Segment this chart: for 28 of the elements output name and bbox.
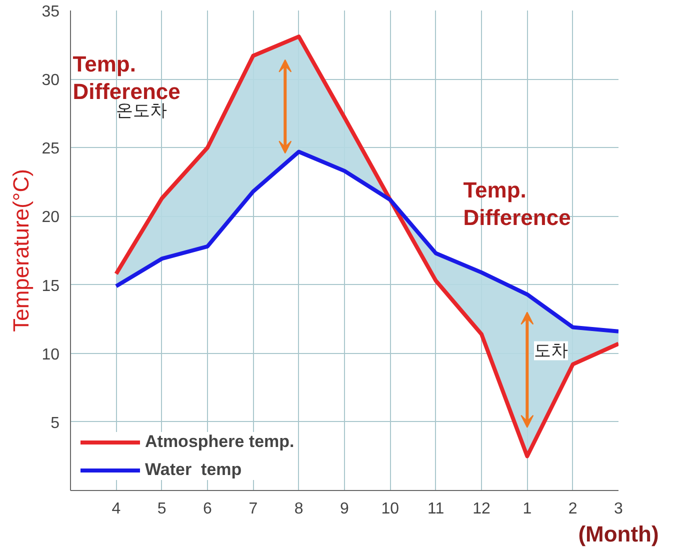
- y-tick-label: 30: [42, 72, 60, 90]
- legend-label: Water temp: [145, 460, 242, 480]
- x-tick-label: 3: [614, 500, 624, 518]
- x-tick-label: 5: [157, 500, 166, 518]
- y-axis-title: Temperature(°C): [8, 169, 34, 332]
- x-tick-label: 6: [203, 500, 212, 518]
- y-tick-label: 15: [42, 278, 60, 295]
- annotation: Temp. Difference: [463, 178, 571, 230]
- y-tick-label: 5: [50, 414, 60, 432]
- x-tick-label: 11: [428, 500, 444, 518]
- x-tick-label: 12: [472, 500, 490, 518]
- line-series: [114, 150, 618, 334]
- x-axis-title: (Month): [578, 522, 659, 546]
- annotation: Temp. Difference: [72, 51, 180, 104]
- x-tick-label: 1: [522, 500, 532, 518]
- x-tick-label: 7: [248, 500, 258, 518]
- legend-label: Atmosphere temp.: [145, 432, 294, 452]
- y-tick-label: 25: [42, 140, 60, 158]
- x-tick-label: 8: [294, 500, 304, 518]
- x-tick-label: 10: [381, 500, 400, 518]
- x-tick-label: 9: [340, 500, 350, 518]
- y-tick-label: 20: [42, 209, 60, 226]
- y-tick-label: 35: [42, 4, 60, 20]
- annotation: 온도차: [116, 101, 168, 120]
- annotation: 도차: [534, 341, 568, 360]
- y-tick-label: 10: [42, 346, 60, 364]
- x-tick-label: 4: [112, 500, 121, 518]
- x-tick-label: 2: [568, 500, 578, 518]
